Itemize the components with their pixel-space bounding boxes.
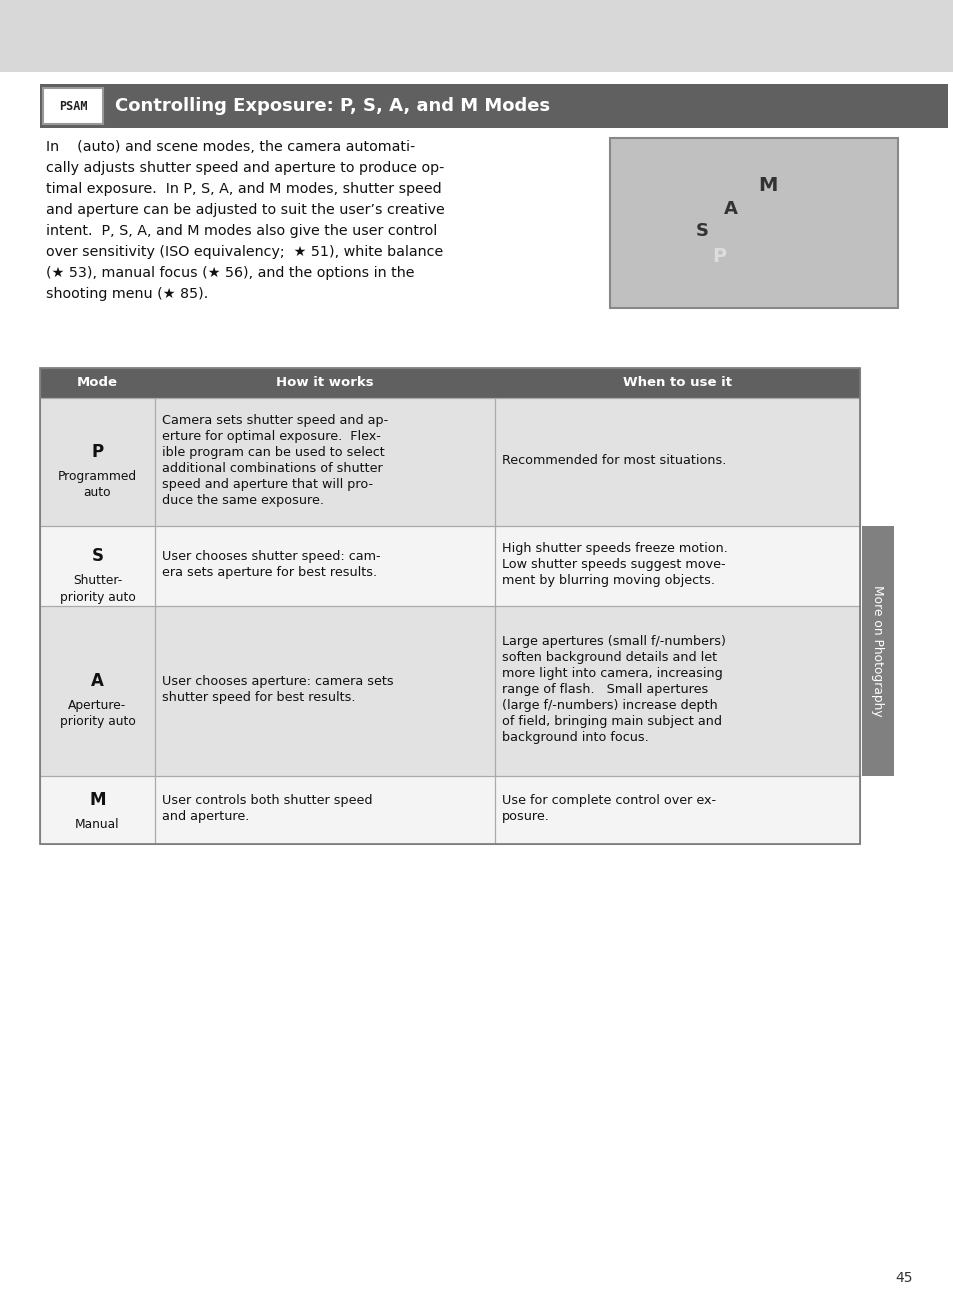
Bar — [495, 606, 859, 777]
Bar — [609, 138, 897, 307]
Text: era sets aperture for best results.: era sets aperture for best results. — [162, 566, 376, 579]
Text: erture for optimal exposure.  Flex-: erture for optimal exposure. Flex- — [162, 430, 380, 443]
Text: A: A — [723, 201, 737, 218]
Bar — [40, 606, 859, 777]
Text: posure.: posure. — [501, 809, 549, 823]
Bar — [862, 526, 893, 777]
Text: Large apertures (small f/-numbers): Large apertures (small f/-numbers) — [501, 635, 725, 648]
Text: ment by blurring moving objects.: ment by blurring moving objects. — [501, 574, 714, 587]
Text: Mode: Mode — [77, 377, 118, 389]
Text: Recommended for most situations.: Recommended for most situations. — [501, 455, 725, 466]
Text: 45: 45 — [894, 1271, 912, 1285]
Bar — [40, 777, 859, 844]
Bar — [40, 526, 154, 606]
Bar — [495, 777, 859, 844]
Text: User chooses aperture: camera sets: User chooses aperture: camera sets — [162, 675, 394, 689]
Text: intent.  P, S, A, and M modes also give the user control: intent. P, S, A, and M modes also give t… — [46, 223, 436, 238]
Bar — [40, 526, 859, 606]
Bar — [40, 398, 859, 526]
Text: Shutter-
priority auto: Shutter- priority auto — [59, 574, 135, 603]
Bar — [40, 368, 859, 398]
Text: How it works: How it works — [276, 377, 374, 389]
Text: (★ 53), manual focus (★ 56), and the options in the: (★ 53), manual focus (★ 56), and the opt… — [46, 265, 414, 280]
Text: range of flash.   Small apertures: range of flash. Small apertures — [501, 683, 707, 696]
Text: shutter speed for best results.: shutter speed for best results. — [162, 691, 355, 704]
Text: S: S — [695, 222, 708, 240]
Text: Manual: Manual — [75, 819, 120, 830]
Text: and aperture can be adjusted to suit the user’s creative: and aperture can be adjusted to suit the… — [46, 202, 444, 217]
Bar — [40, 398, 154, 526]
Text: When to use it: When to use it — [622, 377, 731, 389]
Text: Low shutter speeds suggest move-: Low shutter speeds suggest move- — [501, 558, 725, 572]
Text: P: P — [91, 443, 104, 461]
Text: Camera sets shutter speed and ap-: Camera sets shutter speed and ap- — [162, 414, 388, 427]
Text: S: S — [91, 547, 103, 565]
Bar — [43, 88, 103, 124]
Bar — [495, 526, 859, 606]
Text: Use for complete control over ex-: Use for complete control over ex- — [501, 794, 716, 807]
Bar — [154, 606, 495, 777]
Bar — [40, 368, 859, 844]
Text: timal exposure.  In P, S, A, and M modes, shutter speed: timal exposure. In P, S, A, and M modes,… — [46, 183, 441, 196]
Bar — [154, 398, 495, 526]
Text: P: P — [712, 247, 726, 267]
Text: more light into camera, increasing: more light into camera, increasing — [501, 668, 722, 681]
Text: More on Photography: More on Photography — [871, 585, 883, 717]
Text: background into focus.: background into focus. — [501, 731, 648, 744]
Text: Aperture-
priority auto: Aperture- priority auto — [59, 699, 135, 728]
Text: A: A — [91, 671, 104, 690]
Text: (large f/-numbers) increase depth: (large f/-numbers) increase depth — [501, 699, 717, 712]
Bar — [40, 606, 154, 777]
Bar — [495, 398, 859, 526]
Text: and aperture.: and aperture. — [162, 809, 249, 823]
Bar — [40, 368, 859, 398]
Text: M: M — [90, 791, 106, 809]
Text: over sensitivity (ISO equivalency;  ★ 51), white balance: over sensitivity (ISO equivalency; ★ 51)… — [46, 244, 443, 259]
Text: speed and aperture that will pro-: speed and aperture that will pro- — [162, 478, 373, 491]
Text: additional combinations of shutter: additional combinations of shutter — [162, 463, 382, 474]
Text: M: M — [758, 176, 778, 194]
Text: of field, bringing main subject and: of field, bringing main subject and — [501, 715, 721, 728]
Text: User chooses shutter speed: cam-: User chooses shutter speed: cam- — [162, 551, 380, 562]
Text: Programmed
auto: Programmed auto — [58, 470, 137, 499]
Text: In    (auto) and scene modes, the camera automati-: In (auto) and scene modes, the camera au… — [46, 141, 415, 154]
Bar — [154, 777, 495, 844]
Text: High shutter speeds freeze motion.: High shutter speeds freeze motion. — [501, 541, 727, 555]
Bar — [0, 0, 953, 72]
Bar — [154, 526, 495, 606]
Text: cally adjusts shutter speed and aperture to produce op-: cally adjusts shutter speed and aperture… — [46, 162, 444, 175]
Text: ible program can be used to select: ible program can be used to select — [162, 445, 384, 459]
Text: PSAM: PSAM — [59, 100, 87, 113]
Text: duce the same exposure.: duce the same exposure. — [162, 494, 324, 507]
Text: soften background details and let: soften background details and let — [501, 650, 717, 664]
Text: Controlling Exposure: P, S, A, and M Modes: Controlling Exposure: P, S, A, and M Mod… — [115, 97, 550, 116]
Text: shooting menu (★ 85).: shooting menu (★ 85). — [46, 286, 208, 301]
Bar — [40, 84, 947, 127]
Bar — [40, 777, 154, 844]
Text: User controls both shutter speed: User controls both shutter speed — [162, 794, 372, 807]
